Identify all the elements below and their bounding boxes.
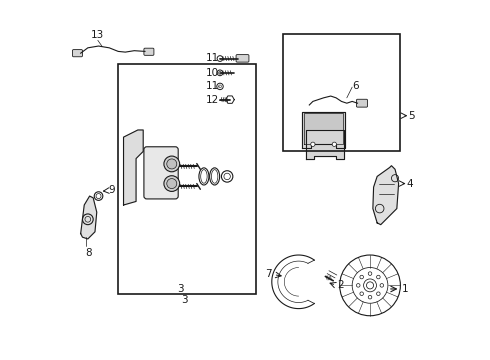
Text: 12: 12	[206, 95, 219, 105]
Text: 1: 1	[402, 284, 409, 294]
Circle shape	[167, 159, 177, 169]
FancyBboxPatch shape	[144, 147, 178, 199]
Text: 11: 11	[206, 53, 219, 63]
Circle shape	[332, 142, 337, 147]
FancyBboxPatch shape	[236, 55, 249, 62]
FancyBboxPatch shape	[73, 50, 82, 57]
Circle shape	[311, 142, 315, 147]
Polygon shape	[373, 166, 398, 225]
Text: 7: 7	[265, 269, 271, 279]
FancyBboxPatch shape	[144, 48, 154, 55]
Text: 9: 9	[109, 185, 115, 195]
Circle shape	[164, 156, 180, 172]
Text: 13: 13	[91, 30, 104, 40]
Text: 8: 8	[85, 248, 92, 258]
Bar	[283, 33, 400, 152]
Text: 2: 2	[337, 280, 344, 291]
FancyBboxPatch shape	[356, 99, 368, 107]
Polygon shape	[302, 112, 345, 148]
Text: 3: 3	[177, 284, 184, 294]
Polygon shape	[123, 130, 143, 205]
Text: 11: 11	[206, 81, 219, 91]
Polygon shape	[306, 130, 344, 158]
Text: 6: 6	[352, 81, 359, 91]
Text: 4: 4	[407, 179, 414, 189]
Bar	[118, 64, 256, 294]
Text: 5: 5	[409, 111, 415, 121]
Text: 3: 3	[181, 296, 188, 305]
Polygon shape	[81, 196, 97, 239]
Text: 10: 10	[206, 68, 219, 78]
Circle shape	[164, 176, 180, 192]
Circle shape	[167, 179, 177, 189]
Polygon shape	[304, 113, 343, 144]
